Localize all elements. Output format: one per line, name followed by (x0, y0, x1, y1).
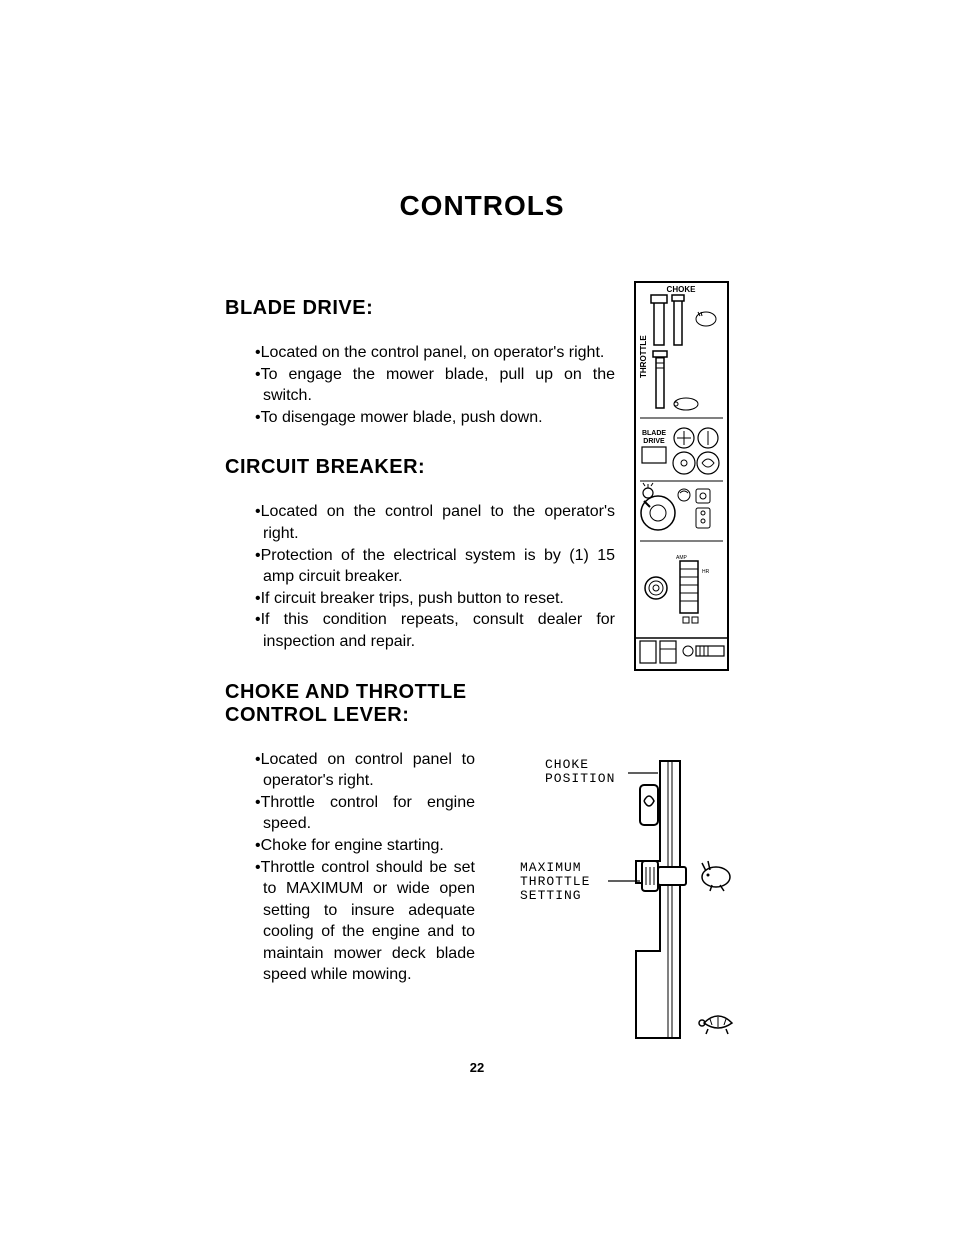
bullets-circuit-breaker: Located on the control panel to the oper… (225, 501, 615, 652)
choke-label-svg: CHOKE (667, 285, 697, 294)
svg-text:POSITION: POSITION (545, 771, 615, 786)
bullet-item: Choke for engine starting. (255, 835, 475, 857)
control-panel-diagram: CHOKE THROTTLE BLADE DRIVE (634, 281, 729, 671)
page-title: CONTROLS (225, 190, 739, 222)
svg-text:AMP: AMP (676, 555, 688, 561)
bullet-item: Throttle control for engine speed. (255, 792, 475, 835)
choke-position-label: CHOKE (545, 757, 589, 772)
throttle-label-svg: THROTTLE (639, 335, 648, 378)
bullet-item: Located on control panel to operator's r… (255, 749, 475, 792)
bullet-item: Located on the control panel to the oper… (255, 501, 615, 544)
throttle-lever-diagram: CHOKE POSITION MAXIMUM THROTTLE SETTING (510, 753, 740, 1043)
svg-text:SETTING: SETTING (520, 888, 582, 903)
bullet-item: Throttle control should be set to MAXIMU… (255, 857, 475, 987)
turtle-icon (699, 1016, 732, 1034)
bullet-item: To disengage mower blade, push down. (255, 407, 615, 429)
svg-text:HR: HR (702, 569, 710, 575)
svg-text:THROTTLE: THROTTLE (520, 874, 590, 889)
max-throttle-label: MAXIMUM (520, 860, 582, 875)
bullet-item: To engage the mower blade, pull up on th… (255, 364, 615, 407)
bullet-item: Located on the control panel, on operato… (255, 342, 615, 364)
bullet-item: If circuit breaker trips, push button to… (255, 588, 615, 610)
bullets-choke-throttle: Located on control panel to operator's r… (225, 749, 475, 987)
rabbit-icon (702, 861, 730, 891)
bullets-blade-drive: Located on the control panel, on operato… (225, 342, 615, 428)
bullet-item: If this condition repeats, consult deale… (255, 609, 615, 652)
page-number: 22 (0, 1060, 954, 1075)
svg-text:DRIVE: DRIVE (643, 438, 665, 445)
blade-drive-label-svg: BLADE (642, 430, 666, 437)
bullet-item: Protection of the electrical system is b… (255, 545, 615, 588)
heading-choke-throttle: CHOKE AND THROTTLE CONTROL LEVER: (225, 681, 505, 727)
